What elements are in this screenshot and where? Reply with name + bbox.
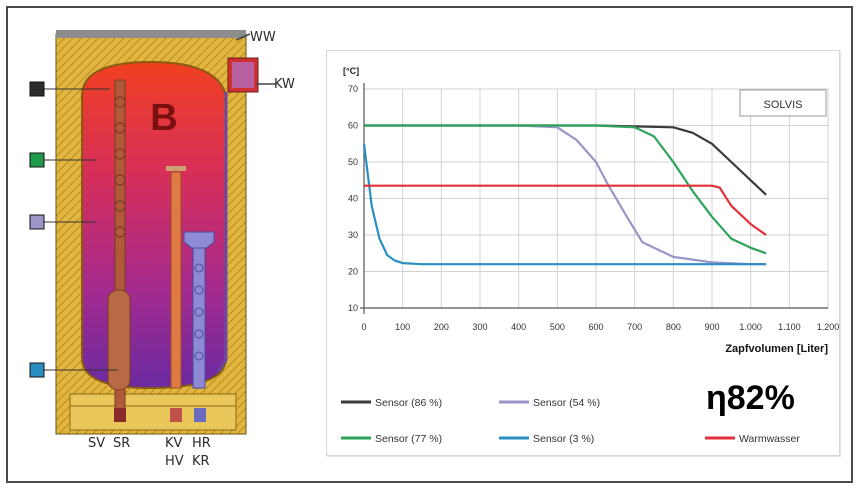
legend-label-3: Sensor (77 %) [375, 433, 442, 445]
sensor-badge-2 [29, 152, 45, 168]
brand-label: SOLVIS [764, 99, 803, 111]
label-hr: HR [192, 436, 211, 451]
brand-box [739, 89, 827, 117]
label-hv: HV [165, 454, 184, 469]
legend-label-1: Sensor (86 %) [375, 397, 442, 409]
y-tick-label: 30 [348, 230, 358, 240]
x-tick-label: 100 [395, 322, 410, 332]
stratifier-body [107, 289, 131, 391]
y-axis-unit: [°C] [343, 66, 359, 76]
stratifier-flaps [114, 96, 126, 238]
x-tick-label: 500 [550, 322, 565, 332]
y-tick-label: 50 [348, 157, 358, 167]
y-tick-label: 60 [348, 121, 358, 131]
x-tick-label: 600 [588, 322, 603, 332]
chart-legend: Sensor (86 %) Sensor (54 %) Sensor (77 %) S… [341, 397, 800, 445]
tank-illustration: B [29, 30, 276, 435]
y-tick-label: 40 [348, 194, 358, 204]
y-tick-label: 70 [348, 84, 358, 94]
y-tick-label: 20 [348, 267, 358, 277]
tank-base [69, 393, 237, 431]
tank-lid [56, 30, 246, 38]
x-axis-title: Zapfvolumen [Liter] [725, 343, 828, 355]
efficiency-label: η82% [706, 379, 795, 417]
x-tick-label: 900 [704, 322, 719, 332]
x-tick-label: 300 [472, 322, 487, 332]
x-tick-label: 200 [434, 322, 449, 332]
x-tick-label: 700 [627, 322, 642, 332]
label-sv: SV [88, 436, 106, 451]
label-kv: KV [165, 436, 183, 451]
label-ww: WW [250, 30, 276, 45]
x-tick-label: 800 [666, 322, 681, 332]
sensor-badges [29, 81, 118, 378]
series-line-3 [364, 124, 767, 255]
y-tick-label: 10 [348, 303, 358, 313]
x-tick-label: 0 [361, 322, 366, 332]
chart-grid [363, 88, 829, 309]
label-kw: KW [274, 77, 295, 92]
label-kr: KR [192, 454, 210, 469]
label-sr: SR [113, 436, 131, 451]
chart-axes: 0 100 200 300 400 500 600 700 800 900 1.000 1.100 1.… [343, 66, 839, 355]
bottom-connectors [114, 408, 206, 422]
x-tick-label: 1.000 [739, 322, 762, 332]
x-tick-label: 1.200 [817, 322, 840, 332]
legend-label-4: Sensor (3 %) [533, 433, 594, 445]
legend-label-2: Sensor (54 %) [533, 397, 600, 409]
x-tick-label: 1.100 [778, 322, 801, 332]
chart-series [362, 124, 767, 266]
series-line-4 [362, 143, 767, 266]
series-line-5 [364, 184, 767, 236]
sensor-badge-4 [29, 362, 45, 378]
heating-flow-pipe [170, 171, 182, 389]
legend-label-5: Warmwasser [739, 433, 800, 445]
tank-letter: B [150, 97, 177, 139]
sensor-badge-1 [29, 81, 45, 97]
x-tick-label: 400 [511, 322, 526, 332]
sensor-badge-3 [29, 214, 45, 230]
